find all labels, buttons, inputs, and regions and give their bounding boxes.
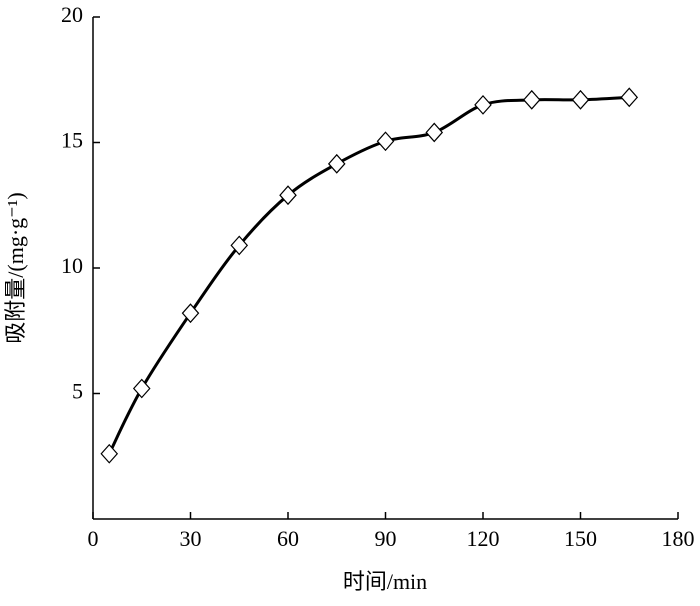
line	[107, 95, 630, 455]
x-tick-label: 120	[467, 526, 500, 551]
x-tick-label: 0	[88, 526, 99, 551]
marker	[327, 153, 346, 174]
marker	[425, 122, 444, 143]
marker	[376, 131, 395, 152]
marker	[474, 94, 492, 115]
marker	[100, 443, 119, 464]
y-tick-label: 20	[61, 2, 83, 27]
x-tick-label: 30	[180, 526, 202, 551]
marker	[620, 87, 639, 108]
x-tick-label: 180	[662, 526, 695, 551]
marker	[279, 185, 297, 206]
x-tick-label: 90	[375, 526, 397, 551]
x-tick-label: 60	[277, 526, 299, 551]
marker	[230, 235, 249, 256]
y-axis-label: 吸附量/(mg·g⁻¹)	[3, 192, 28, 343]
y-tick-label: 10	[61, 253, 83, 278]
marker	[132, 378, 151, 399]
marker	[181, 303, 200, 324]
y-tick-label: 15	[61, 128, 83, 153]
marker	[571, 89, 590, 110]
x-axis-label: 时间/min	[343, 569, 427, 594]
x-tick-label: 150	[564, 526, 597, 551]
marker	[522, 89, 541, 110]
y-tick-label: 5	[72, 379, 83, 404]
